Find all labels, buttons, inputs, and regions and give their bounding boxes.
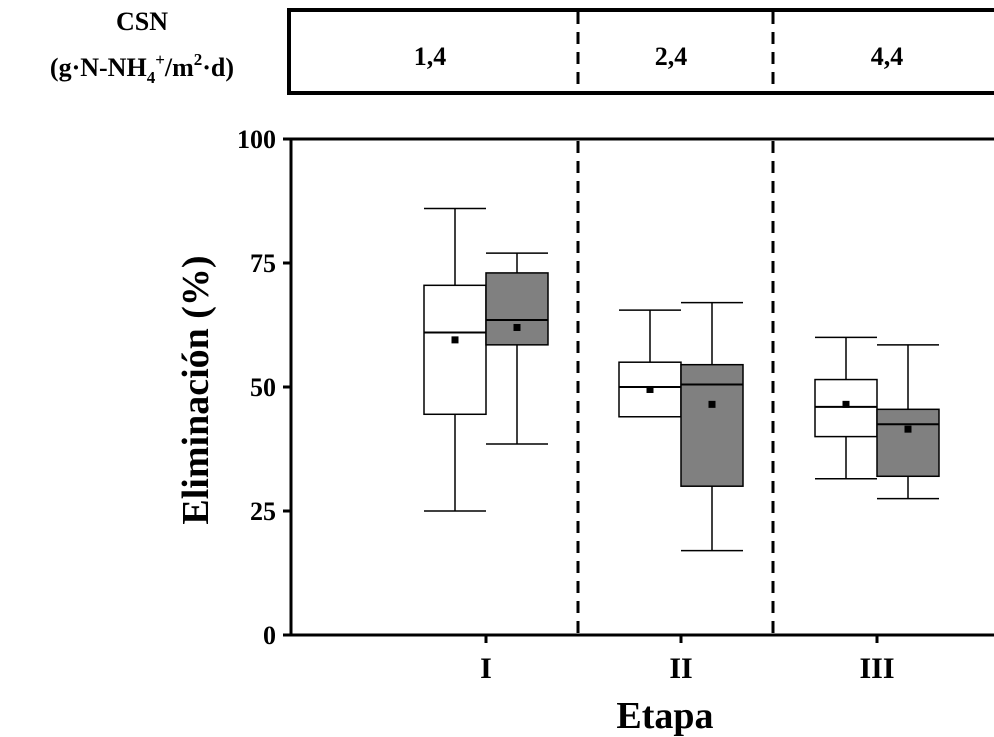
y-ticks: 0 25 50 75 100	[237, 125, 291, 650]
box-iqr	[423, 284, 487, 416]
header-unit-part: /m	[164, 53, 194, 82]
mean-marker	[904, 425, 912, 433]
x-ticks: I II III	[480, 635, 895, 685]
x-tick-label: III	[859, 652, 894, 685]
mean-marker	[513, 323, 521, 331]
x-tick-label: I	[480, 652, 492, 685]
mean-marker	[646, 385, 654, 393]
x-axis-title: Etapa	[616, 695, 713, 737]
y-axis-title: Eliminación (%)	[175, 255, 217, 524]
header-table-border	[287, 8, 994, 95]
header-value-stage-2: 2,4	[655, 42, 688, 71]
x-tick-label: II	[669, 652, 692, 685]
box-iqr	[680, 363, 744, 487]
y-tick-label: 50	[250, 373, 276, 402]
y-tick-label: 25	[250, 497, 276, 526]
header-value-stage-3: 4,4	[871, 42, 904, 71]
box-plot	[618, 309, 682, 418]
box-plot	[814, 336, 878, 480]
header-unit-part: ·d)	[202, 53, 234, 82]
y-tick-label: 0	[263, 621, 276, 650]
header-label-line1: CSN	[116, 7, 168, 36]
y-tick-label: 100	[237, 125, 276, 154]
box-iqr	[814, 378, 878, 438]
header-unit-part: (g·N-NH	[50, 53, 147, 82]
header-label-line2: (g·N-NH4+/m2·d)	[50, 50, 234, 87]
header-unit-sup: +	[155, 50, 165, 69]
y-tick-label: 75	[250, 249, 276, 278]
header-value-stage-1: 1,4	[414, 42, 447, 71]
box-plot	[485, 252, 549, 445]
header-label: CSN (g·N-NH4+/m2·d)	[50, 7, 234, 87]
header-table: 1,4 2,4 4,4	[287, 8, 994, 95]
box-iqr	[485, 272, 549, 346]
mean-marker	[842, 400, 850, 408]
box-plot	[680, 301, 744, 552]
header-unit-sup: 2	[194, 50, 203, 69]
mean-marker	[708, 400, 716, 408]
header-unit-sub: 4	[147, 68, 156, 87]
boxes	[423, 207, 940, 552]
box-iqr	[876, 408, 940, 478]
mean-marker	[451, 336, 459, 344]
box-plot	[876, 344, 940, 500]
box-plot	[423, 207, 487, 512]
